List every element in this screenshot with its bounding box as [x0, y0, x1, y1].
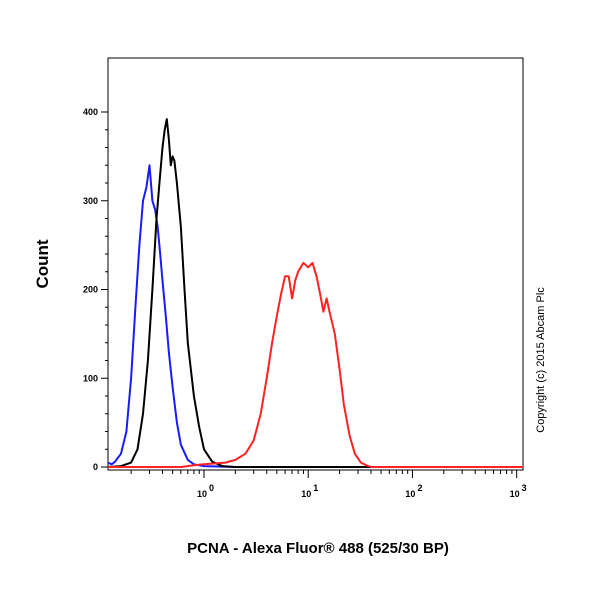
- y-axis-title: Count: [33, 239, 52, 288]
- x-tick-exponent: 1: [313, 483, 318, 493]
- x-axis-title: PCNA - Alexa Fluor® 488 (525/30 BP): [187, 540, 449, 557]
- x-tick-label: 10: [405, 489, 415, 499]
- y-tick-label: 400: [83, 107, 98, 117]
- histogram-series-3: [108, 261, 523, 468]
- y-axis: 0 100 200 300 400: [83, 107, 108, 472]
- x-tick-exponent: 0: [209, 483, 214, 493]
- x-tick-exponent: 3: [522, 483, 527, 493]
- x-tick-exponent: 2: [417, 483, 422, 493]
- series-group: [107, 118, 523, 468]
- y-tick-label: 0: [93, 462, 98, 472]
- x-tick-label: 10: [510, 489, 520, 499]
- x-tick-label: 10: [197, 489, 207, 499]
- y-tick-label: 100: [83, 373, 98, 383]
- plot-frame: [107, 57, 524, 471]
- x-tick-label: 10: [301, 489, 311, 499]
- y-tick-label: 300: [83, 196, 98, 206]
- y-tick-label: 200: [83, 285, 98, 295]
- histogram-series-2: [107, 118, 523, 468]
- copyright-notice: Copyright (c) 2015 Abcam Plc: [535, 287, 547, 433]
